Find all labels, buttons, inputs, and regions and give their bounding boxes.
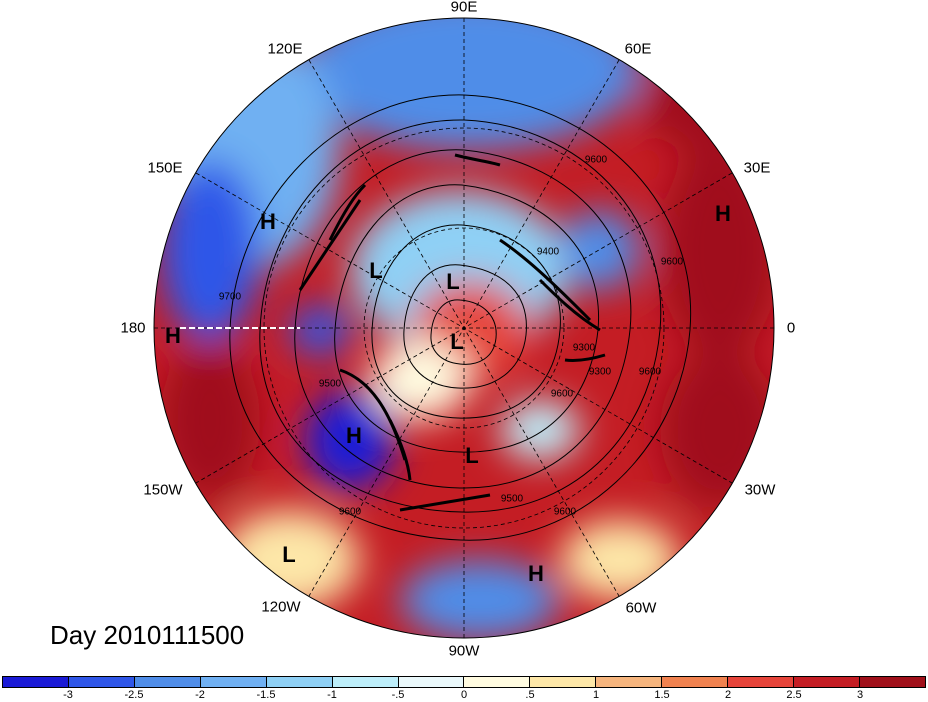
contour-label: 9300: [572, 342, 596, 354]
graticule: [154, 18, 774, 638]
anomaly-field: [154, 18, 774, 638]
colorbar-tick-label: -1.5: [256, 689, 276, 701]
colorbar-swatch: [464, 677, 531, 687]
lon-label-150e: 150E: [147, 159, 183, 177]
contour-label: 9500: [318, 378, 342, 390]
h-northeast-pacific: H: [346, 423, 362, 448]
colorbar-swatch: [332, 677, 399, 687]
l-kara: L: [446, 269, 460, 294]
colorbar-tick-label: -.5: [391, 689, 405, 701]
lon-label-30e: 30E: [743, 159, 771, 177]
colorbar-swatch: [728, 677, 795, 687]
lon-label-150w: 150W: [143, 481, 183, 499]
colorbar-tick-label: -3: [63, 689, 73, 701]
colorbar-tick-label: -1: [327, 689, 337, 701]
contour-label: 9600: [553, 506, 577, 518]
contour-label: 9600: [660, 256, 684, 268]
colorbar-tick-label: 1: [592, 689, 600, 701]
colorbar-tick-label: 0: [460, 689, 468, 701]
jet-contours: [298, 153, 606, 512]
colorbar-swatch: [68, 677, 135, 687]
colorbar-tick-label: -2.5: [124, 689, 144, 701]
map-border: [153, 17, 775, 639]
colorbar-swatch: [662, 677, 729, 687]
colorbar-tick-label: .5: [525, 689, 535, 701]
height-contours: [229, 94, 692, 541]
contour-label: 9700: [218, 291, 242, 303]
h-north-pacific-west: H: [260, 209, 276, 234]
colorbar-swatch: [398, 677, 465, 687]
contour-label: 9600: [584, 154, 608, 166]
colorbar-swatch: [3, 677, 69, 687]
colorbar-swatch: [794, 677, 860, 687]
h-dateline: H: [165, 323, 181, 348]
colorbar-swatch: [859, 677, 925, 687]
contour-label: 9500: [500, 493, 524, 505]
l-siberia: L: [369, 258, 383, 283]
colorbar: [2, 676, 926, 688]
lon-label-60w: 60W: [625, 599, 657, 617]
colorbar-tick-label: 1.5: [654, 689, 670, 701]
lon-label-90w: 90W: [448, 642, 480, 660]
colorbar-swatch: [596, 677, 663, 687]
colorbar-swatch: [200, 677, 267, 687]
lon-label-60e: 60E: [624, 40, 652, 58]
lon-label-180: 180: [120, 319, 146, 337]
colorbar-tick-label: 2.5: [786, 689, 802, 701]
h-south-america: H: [528, 561, 544, 586]
l-pole: L: [450, 329, 464, 354]
contour-label: 9400: [536, 246, 560, 258]
h-europe: H: [715, 201, 731, 226]
date-title: Day 2010111500: [50, 620, 245, 650]
colorbar-tick-label: -2: [195, 689, 205, 701]
lon-label-30w: 30W: [744, 481, 776, 499]
lon-label-90e: 90E: [450, 0, 478, 16]
lon-label-0: 0: [786, 319, 796, 337]
contour-label: 9300: [588, 366, 612, 378]
lon-label-120e: 120E: [267, 40, 303, 58]
colorbar-tick-label: 3: [856, 689, 864, 701]
colorbar-swatch: [134, 677, 201, 687]
l-hudson: L: [465, 443, 479, 468]
colorbar-swatch: [266, 677, 333, 687]
colorbar-tick-label: 2: [724, 689, 732, 701]
contour-label: 9600: [638, 366, 662, 378]
contour-label: 9600: [338, 506, 362, 518]
colorbar-swatch: [530, 677, 597, 687]
l-east-pacific: L: [282, 542, 296, 567]
lon-label-120w: 120W: [261, 598, 301, 616]
contour-label: 9600: [550, 388, 574, 400]
